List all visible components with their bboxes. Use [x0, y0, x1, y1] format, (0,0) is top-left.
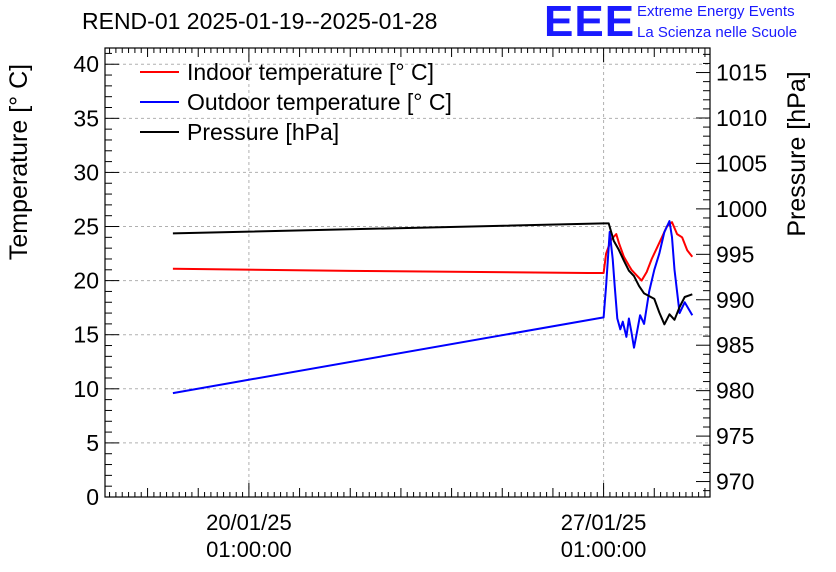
plot-frame: [104, 47, 711, 498]
y2-tick-label: 1005: [716, 150, 767, 176]
y-axis-title: Temperature [° C]: [5, 64, 33, 260]
y2-tick-label: 980: [716, 378, 754, 404]
axes: 0510152025303540970975980985990995100010…: [5, 47, 811, 562]
y-tick-label: 25: [73, 214, 99, 240]
y-tick-label: 15: [73, 322, 99, 348]
y-tick-label: 5: [86, 430, 99, 456]
legend-label-0: Indoor temperature [° C]: [187, 59, 434, 85]
x-tick-label-time: 01:00:00: [206, 537, 292, 562]
grid: [105, 48, 710, 497]
series-line-0: [172, 221, 694, 282]
y2-tick-label: 995: [716, 241, 754, 267]
series-line-1: [172, 220, 694, 395]
series-line-2: [172, 222, 693, 326]
x-tick-label-date: 20/01/25: [206, 510, 292, 535]
y2-tick-label: 975: [716, 423, 754, 449]
legend-label-2: Pressure [hPa]: [187, 119, 339, 145]
y2-tick-label: 985: [716, 332, 754, 358]
y-tick-label: 0: [86, 484, 99, 510]
y2-tick-label: 1000: [716, 196, 767, 222]
eee-logo: EEE: [544, 0, 636, 46]
x-tick-label-time: 01:00:00: [561, 537, 647, 562]
y2-tick-label: 990: [716, 287, 754, 313]
y-tick-label: 30: [73, 159, 99, 185]
series-group: [172, 220, 694, 395]
y2-tick-label: 970: [716, 469, 754, 495]
chart-title: REND-01 2025-01-19--2025-01-28: [82, 8, 438, 34]
y2-tick-label: 1015: [716, 60, 767, 86]
y-tick-label: 20: [73, 268, 99, 294]
legend: Indoor temperature [° C] Outdoor temperat…: [140, 59, 452, 145]
y-tick-label: 40: [73, 51, 99, 77]
y-tick-label: 10: [73, 376, 99, 402]
y2-axis-title: Pressure [hPa]: [783, 71, 811, 236]
logo-subtitle-1: Extreme Energy Events: [637, 3, 795, 20]
legend-label-1: Outdoor temperature [° C]: [187, 89, 452, 115]
y-tick-label: 35: [73, 105, 99, 131]
y2-tick-label: 1010: [716, 105, 767, 131]
logo-subtitle-2: La Scienza nelle Scuole: [637, 24, 798, 41]
x-tick-label-date: 27/01/25: [561, 510, 647, 535]
